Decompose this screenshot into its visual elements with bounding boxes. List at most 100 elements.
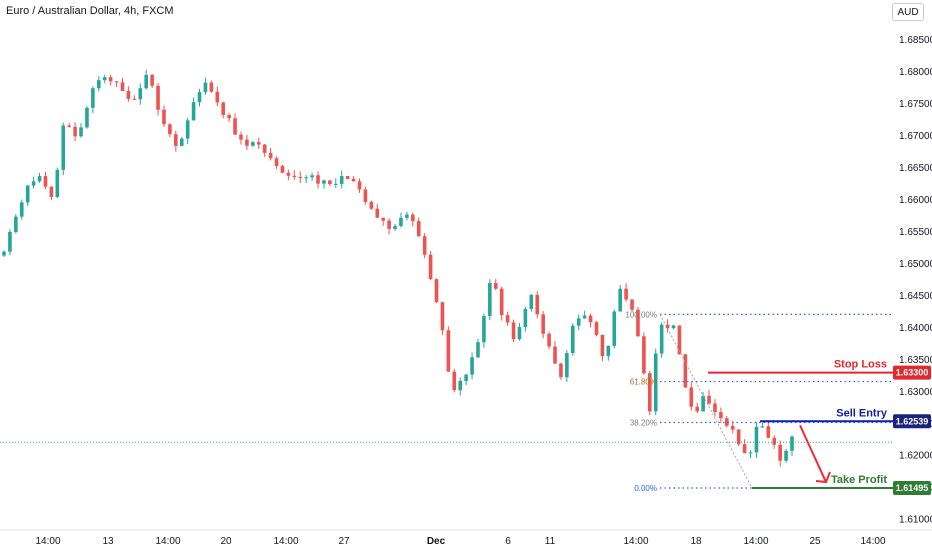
candle <box>280 164 285 174</box>
candle <box>760 422 765 429</box>
candle <box>588 313 593 328</box>
candle <box>132 95 137 100</box>
candle <box>594 320 599 337</box>
price-tick-label: 1.61000 <box>899 515 932 526</box>
take-profit-price-text: 1.61495 <box>896 483 929 493</box>
candle <box>114 81 119 87</box>
candle <box>73 121 77 142</box>
candle <box>25 184 30 206</box>
candle <box>784 449 788 463</box>
price-tick-label: 1.64000 <box>899 323 932 334</box>
candle <box>310 172 314 182</box>
candle <box>108 74 113 86</box>
candle <box>345 176 350 179</box>
candle <box>606 345 611 361</box>
candle <box>256 137 261 150</box>
currency-button[interactable]: AUD <box>892 3 924 21</box>
candle <box>695 402 700 414</box>
candle <box>547 331 551 350</box>
candle <box>570 323 575 356</box>
trade-levels[interactable]: Stop Loss 1.63300 Sell Entry 1.62539 Take Pr… <box>708 359 931 496</box>
candle <box>405 211 409 221</box>
candle <box>174 130 178 152</box>
candle <box>61 122 66 176</box>
candle <box>505 311 510 326</box>
candle <box>156 83 160 116</box>
sell-entry-label: Sell Entry <box>836 407 888 419</box>
candle <box>8 229 12 256</box>
candles <box>2 69 794 467</box>
candle <box>748 449 753 459</box>
candle <box>150 73 154 88</box>
candle <box>67 123 71 128</box>
candle <box>499 286 504 321</box>
candle <box>476 338 480 359</box>
price-tick-label: 1.68500 <box>899 35 932 46</box>
arrow-head <box>815 471 831 484</box>
candle <box>701 392 705 412</box>
take-profit-price-tag <box>893 481 931 496</box>
projection-arrow <box>799 424 831 484</box>
candle <box>351 175 356 182</box>
stop-loss-price-text: 1.63300 <box>896 368 929 378</box>
time-axis: 14:00 13 14:00 20 14:00 27 Dec 6 11 14:00 18 14:00 2… <box>35 536 885 547</box>
candle <box>387 218 391 235</box>
candle <box>517 323 522 341</box>
candle <box>14 214 18 234</box>
price-tick-label: 1.66500 <box>899 163 932 174</box>
candle <box>665 319 670 333</box>
candle <box>162 105 166 127</box>
price-tick-label: 1.62000 <box>899 451 932 462</box>
candle <box>778 440 782 467</box>
candle <box>565 350 569 382</box>
price-tick-label: 1.67000 <box>899 131 932 142</box>
candle <box>233 113 237 135</box>
candle <box>452 368 457 393</box>
time-tick-label: 14:00 <box>155 536 180 547</box>
candle <box>298 171 303 183</box>
time-tick-label: 14:00 <box>860 536 885 547</box>
candle <box>363 186 368 205</box>
candle <box>642 332 646 375</box>
candle <box>209 80 214 93</box>
candle <box>37 172 42 183</box>
candle <box>85 106 89 129</box>
candle <box>339 170 344 189</box>
candle <box>677 325 682 355</box>
candle <box>215 86 220 107</box>
sell-entry-price-tag <box>893 414 931 429</box>
time-tick-label: 18 <box>690 536 702 547</box>
candle <box>529 294 534 312</box>
candle <box>754 422 759 458</box>
fib-level-label: 38.20% <box>630 418 657 427</box>
fib-trend-line <box>659 314 753 489</box>
time-tick-label: 14:00 <box>35 536 60 547</box>
candle <box>31 176 36 189</box>
candle <box>648 370 652 416</box>
candle <box>191 97 196 121</box>
candle <box>523 306 528 332</box>
candle <box>292 170 297 180</box>
candle <box>683 354 688 389</box>
price-tick-label: 1.65500 <box>899 227 932 238</box>
chart-title: Euro / Australian Dollar, 4h, FXCM <box>6 5 174 17</box>
price-tick-label: 1.66000 <box>899 195 932 206</box>
candle <box>221 101 226 119</box>
time-tick-label: 27 <box>338 536 350 547</box>
candle <box>618 284 622 312</box>
stop-loss-label: Stop Loss <box>834 359 887 371</box>
candle <box>328 180 332 186</box>
price-tick-label: 1.63000 <box>899 387 932 398</box>
take-profit-label: Take Profit <box>831 474 887 486</box>
candle <box>2 250 6 258</box>
candle <box>511 319 516 343</box>
fibonacci-retracement[interactable]: 100.00% 61.80% 38.20% 0.00% <box>625 310 893 493</box>
candle <box>375 204 380 219</box>
candle <box>43 171 48 189</box>
candle <box>19 199 24 220</box>
candle <box>55 167 60 199</box>
candle <box>428 251 433 280</box>
candle <box>120 77 125 92</box>
candle <box>636 306 640 337</box>
